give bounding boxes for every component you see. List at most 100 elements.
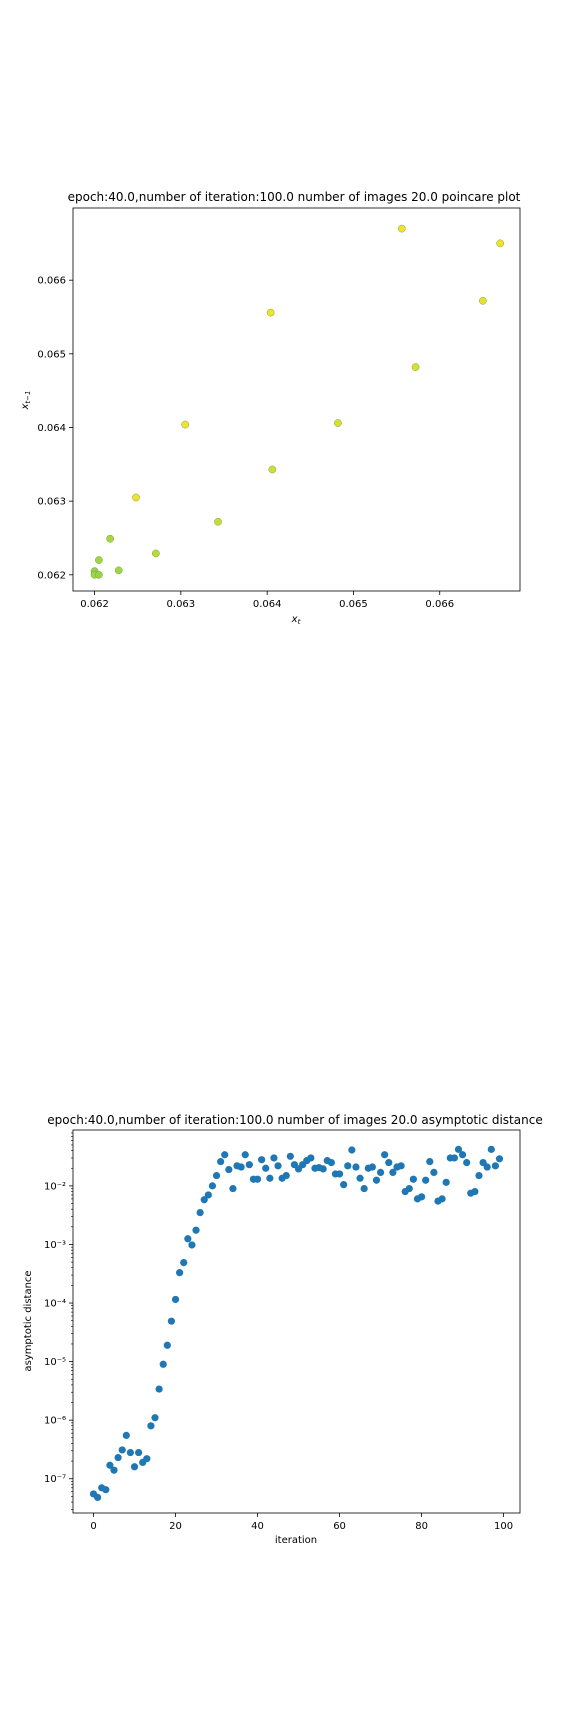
data-point [94,1493,102,1502]
data-point [463,1158,471,1167]
data-point [348,1146,356,1154]
data-point [266,1174,274,1182]
x-axis-label: xt [291,614,301,626]
data-point [135,1448,143,1457]
y-tick-label: 0.066 [37,276,66,287]
data-point [180,1259,188,1267]
tick-layer: 0 20 40 60 80 100 10⁻⁷ 10⁻⁶ 10⁻⁵ 10⁻⁴ 10⁻³ 10⁻² [44,1132,513,1532]
data-point [426,1157,434,1166]
data-point [483,1163,491,1171]
data-point [241,1151,249,1159]
data-point [167,1317,176,1325]
data-point [225,1165,233,1174]
data-point [376,1168,385,1176]
data-point [282,1171,290,1180]
data-point [114,1453,122,1462]
data-point [130,1463,139,1471]
data-point [110,1466,118,1474]
data-point [200,1196,208,1204]
data-point [188,1241,196,1249]
data-point [184,1235,192,1243]
data-point [458,1151,467,1159]
data-point [487,1145,495,1153]
data-point [411,363,420,371]
x-tick-label: 60 [333,1521,346,1532]
chart-title: epoch:40.0,number of iteration:100.0 num… [47,1113,542,1127]
data-point [262,1164,270,1172]
y-tick-label: 10⁻⁶ [44,1416,66,1427]
data-point [352,1163,360,1171]
data-point [397,1162,405,1170]
tick-layer: 0.062 0.063 0.064 0.065 0.066 0.062 0.063 0.064… [37,276,454,610]
poincare-plot: epoch:40.0,number of iteration:100.0 num… [20,190,521,626]
data-point [196,1208,204,1217]
data-point [372,1176,381,1184]
y-tick-label: 10⁻² [44,1181,66,1192]
point-layer [90,224,505,579]
data-point [471,1187,479,1196]
chart-title: epoch:40.0,number of iteration:100.0 num… [68,190,521,204]
data-point [397,224,406,233]
data-point [208,1182,217,1190]
data-point [270,1154,278,1162]
data-point [450,1154,458,1162]
data-point [122,1431,130,1439]
y-tick-label: 10⁻⁵ [44,1357,66,1368]
y-tick-label: 10⁻³ [44,1240,66,1251]
data-point [151,1414,159,1422]
y-tick-label: 10⁻⁴ [44,1299,66,1310]
y-axis-label: xt−1 [20,391,32,411]
data-point [106,1461,114,1469]
data-point [245,1161,253,1169]
data-point [214,517,222,526]
data-point [319,1165,327,1173]
data-point [114,566,123,575]
data-point [495,1155,504,1163]
data-point [307,1154,315,1162]
data-point [171,1295,180,1304]
data-point [192,1226,200,1234]
data-point [237,1163,245,1171]
data-point [422,1176,430,1184]
y-axis-label: asymptotic distance [23,1270,34,1371]
data-point [368,1163,376,1171]
x-tick-label: 0.062 [80,599,109,610]
data-point [479,296,487,305]
y-tick-label: 0.062 [37,570,66,581]
data-point [95,556,103,564]
point-layer [89,1145,504,1502]
data-point [327,1158,335,1167]
data-point [151,549,160,558]
data-point [385,1158,393,1167]
data-point [118,1446,126,1454]
data-point [181,420,190,429]
data-point [147,1422,155,1430]
data-point [221,1151,229,1159]
data-point [405,1184,413,1193]
data-point [340,1181,348,1189]
data-point [344,1162,352,1170]
data-point [286,1152,294,1160]
y-tick-label: 0.065 [37,349,66,360]
x-tick-label: 80 [415,1521,428,1532]
data-point [438,1195,446,1203]
x-tick-label: 0.066 [425,599,454,610]
data-point [163,1341,171,1349]
data-point [229,1184,237,1193]
x-tick-label: 40 [251,1521,264,1532]
plot-area [72,207,521,592]
x-tick-label: 0.064 [253,599,282,610]
data-point [454,1145,463,1153]
data-point [204,1191,212,1199]
data-point [266,308,275,317]
data-point [360,1184,368,1193]
data-point [253,1175,262,1183]
plot-area [72,1129,521,1514]
y-tick-label: 10⁻⁷ [44,1474,66,1485]
x-tick-label: 0 [90,1521,96,1532]
x-tick-label: 0.065 [339,599,368,610]
data-point [143,1455,151,1463]
x-tick-label: 0.063 [167,599,196,610]
data-point [132,493,140,502]
